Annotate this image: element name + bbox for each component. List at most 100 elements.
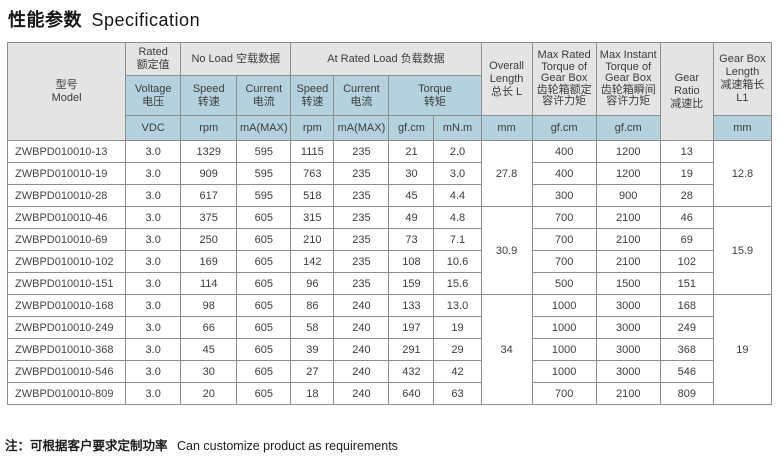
cell: 763 [290,162,335,185]
cell: 249 [659,316,714,339]
cell: 3000 [595,338,661,361]
cell: 235 [333,228,390,251]
header-rated: Rated 额定值 [125,42,182,76]
cell: 114 [180,272,238,295]
cell: 595 [236,140,292,163]
cell: 19 [433,316,482,339]
cell: 30 [388,162,435,185]
cell: 3000 [595,294,661,317]
cell: 400 [531,140,597,163]
cell: 809 [659,382,714,405]
cell: 159 [388,272,435,295]
cell: 42 [433,360,482,383]
cell: 27 [290,360,335,383]
cell: 1000 [531,294,597,317]
cell: 4.4 [433,184,482,207]
cell: 605 [236,316,292,339]
cell: 700 [531,228,597,251]
cell: 30 [180,360,238,383]
cell: 700 [531,382,597,405]
table-header: 型号 Model Rated 额定值 No Load 空载数据 At Rated… [6,42,773,141]
cell: 300 [531,184,597,207]
table-row: ZWBPD010010-809 3.0 20 605 18 240 640 63 700 2100… [6,382,772,405]
gearbox-length-cell: 19 [712,294,773,405]
cell: 45 [180,338,238,361]
cell: 3.0 [125,272,182,295]
cell: 168 [659,294,714,317]
cell: 617 [180,184,238,207]
table-row: ZWBPD010010-102 3.0 169 605 142 235 108 10.6 700… [6,250,772,273]
cell: 400 [531,162,597,185]
cell: 197 [388,316,435,339]
header-speed-no-load: Speed 转速 [180,75,238,116]
cell: 3.0 [125,140,182,163]
cell: 2100 [595,382,661,405]
cell: 151 [659,272,714,295]
cell: 39 [290,338,335,361]
cell: 1000 [531,338,597,361]
cell: 3.0 [125,360,182,383]
cell: 605 [236,272,292,295]
cell: 291 [388,338,435,361]
header-model: 型号 Model [6,42,127,141]
cell: 235 [333,272,390,295]
cell: 15.6 [433,272,482,295]
cell: 133 [388,294,435,317]
table-row: ZWBPD010010-249 3.0 66 605 58 240 197 19 1000 300… [6,316,772,339]
cell: 58 [290,316,335,339]
table-row: ZWBPD010010-368 3.0 45 605 39 240 291 29 1000 300… [6,338,772,361]
cell: 2100 [595,228,661,251]
cell: 20 [180,382,238,405]
cell: 3.0 [125,228,182,251]
header-current-no-load: Current 电流 [236,75,292,116]
gearbox-length-cell: 12.8 [712,140,773,207]
cell: 18 [290,382,335,405]
cell: 142 [290,250,335,273]
cell: 98 [180,294,238,317]
unit-torque-gfcm: gf.cm [388,115,435,141]
unit-current-rated-load: mA(MAX) [333,115,390,141]
cell: 3.0 [125,294,182,317]
cell: 3000 [595,360,661,383]
spec-table-body: ZWBPD010010-13 3.0 1329 595 1115 235 21 2.0 27.8… [6,140,773,405]
cell: 21 [388,140,435,163]
cell: 1115 [290,140,335,163]
model-cell: ZWBPD010010-168 [6,294,127,317]
cell: 3.0 [125,162,182,185]
model-cell: ZWBPD010010-809 [6,382,127,405]
cell: 700 [531,250,597,273]
cell: 605 [236,250,292,273]
table-row: ZWBPD010010-19 3.0 909 595 763 235 30 3.0 400 120… [6,162,772,185]
model-cell: ZWBPD010010-102 [6,250,127,273]
footnote: 注：可根据客户要求定制功率 Can customize product as r… [5,435,398,454]
header-gear-ratio: Gear Ratio 减速比 [659,42,714,141]
cell: 500 [531,272,597,295]
overall-length-cell: 34 [480,294,533,405]
cell: 4.8 [433,206,482,229]
cell: 69 [659,228,714,251]
cell: 49 [388,206,435,229]
unit-speed-no-load: rpm [180,115,238,141]
unit-voltage: VDC [125,115,182,141]
cell: 518 [290,184,335,207]
cell: 235 [333,250,390,273]
cell: 605 [236,206,292,229]
cell: 235 [333,184,390,207]
overall-length-cell: 30.9 [480,206,533,295]
cell: 1000 [531,360,597,383]
table-row: ZWBPD010010-168 3.0 98 605 86 240 133 13.0 34 100… [6,294,773,405]
cell: 605 [236,228,292,251]
unit-max-instant-torque: gf.cm [595,115,661,141]
unit-overall-length: mm [480,115,533,141]
header-no-load: No Load 空载数据 [180,42,292,76]
header-speed-rated-load: Speed 转速 [290,75,335,116]
cell: 432 [388,360,435,383]
cell: 235 [333,206,390,229]
cell: 3.0 [125,206,182,229]
header-at-rated-load: At Rated Load 负载数据 [290,42,482,76]
cell: 240 [333,316,390,339]
unit-current-no-load: mA(MAX) [236,115,292,141]
cell: 3.0 [125,382,182,405]
cell: 1200 [595,140,661,163]
